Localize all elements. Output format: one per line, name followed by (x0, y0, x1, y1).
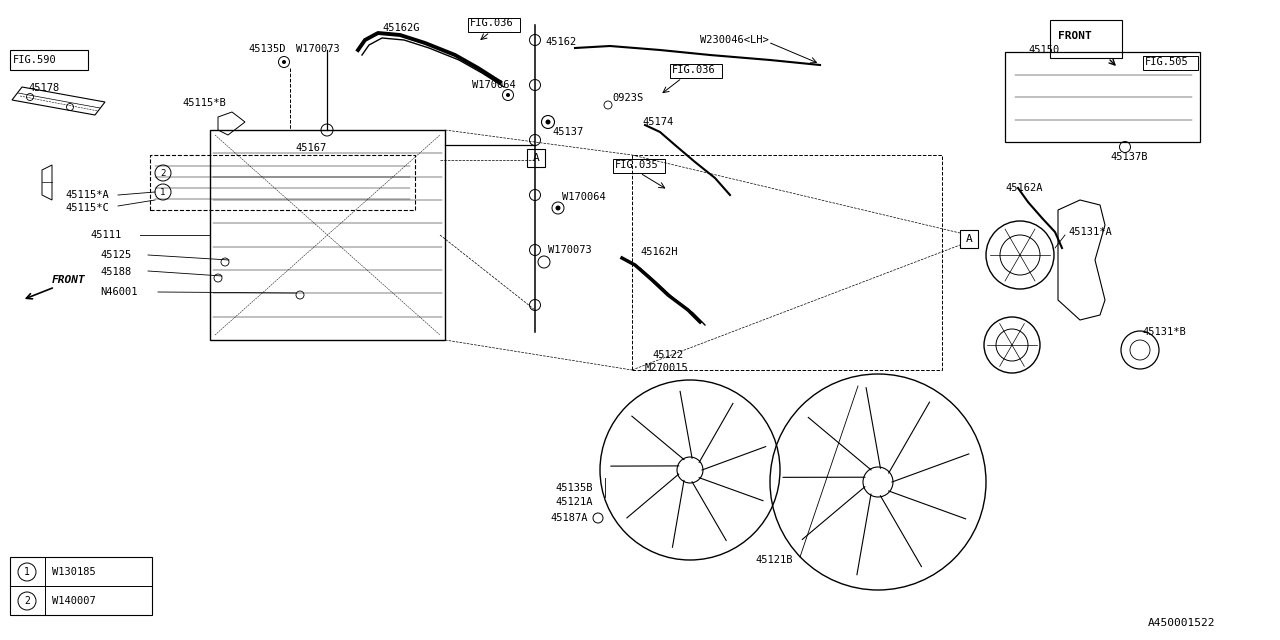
Text: 45115*A: 45115*A (65, 190, 109, 200)
Text: A: A (532, 153, 539, 163)
Text: 1: 1 (24, 567, 29, 577)
Text: FIG.036: FIG.036 (672, 65, 716, 75)
Text: 45131*B: 45131*B (1142, 327, 1185, 337)
Text: 45174: 45174 (643, 117, 673, 127)
Text: W170064: W170064 (472, 80, 516, 90)
Text: 45135D: 45135D (248, 44, 285, 54)
Text: 2: 2 (160, 168, 165, 177)
Bar (10, 557, 152, 615)
Text: 45178: 45178 (28, 83, 59, 93)
Text: 45125: 45125 (100, 250, 132, 260)
Text: 45162A: 45162A (1005, 183, 1042, 193)
Text: 45188: 45188 (100, 267, 132, 277)
Text: 45111: 45111 (90, 230, 122, 240)
Bar (150, 155, 415, 210)
Text: FRONT: FRONT (1059, 31, 1092, 41)
Text: 45137B: 45137B (1110, 152, 1147, 162)
Text: 45162: 45162 (545, 37, 576, 47)
Text: 45115*C: 45115*C (65, 203, 109, 213)
Bar (210, 130, 445, 340)
Text: FRONT: FRONT (52, 275, 86, 285)
Text: 45122: 45122 (652, 350, 684, 360)
Text: A: A (965, 234, 973, 244)
Text: 45137: 45137 (552, 127, 584, 137)
Circle shape (506, 93, 509, 97)
Bar (468, 18, 520, 32)
Text: FIG.590: FIG.590 (13, 55, 56, 65)
Text: W230046<LH>: W230046<LH> (700, 35, 769, 45)
Text: A450001522: A450001522 (1148, 618, 1216, 628)
Circle shape (556, 205, 561, 211)
Bar (1005, 52, 1201, 142)
Bar (960, 230, 978, 248)
Text: FIG.036: FIG.036 (470, 18, 513, 28)
Bar (669, 64, 722, 78)
Text: 45131*A: 45131*A (1068, 227, 1112, 237)
Text: 1: 1 (160, 188, 165, 196)
Text: W140007: W140007 (52, 596, 96, 606)
Text: FIG.035: FIG.035 (614, 160, 659, 170)
Text: 45167: 45167 (294, 143, 326, 153)
Bar (632, 155, 942, 370)
Circle shape (282, 60, 285, 64)
Text: 45135B: 45135B (556, 483, 593, 493)
Text: W130185: W130185 (52, 567, 96, 577)
Text: 45150: 45150 (1028, 45, 1060, 55)
Text: 45187A: 45187A (550, 513, 588, 523)
Text: 45162G: 45162G (381, 23, 420, 33)
Text: FIG.505: FIG.505 (1146, 57, 1189, 67)
Text: W170073: W170073 (296, 44, 339, 54)
Bar (527, 149, 545, 167)
Circle shape (545, 120, 550, 125)
Text: M270015: M270015 (645, 363, 689, 373)
Bar (1143, 56, 1198, 70)
Text: N46001: N46001 (100, 287, 137, 297)
Text: 45121A: 45121A (556, 497, 593, 507)
Text: 45162H: 45162H (640, 247, 677, 257)
Text: 45121B: 45121B (755, 555, 792, 565)
Text: W170064: W170064 (562, 192, 605, 202)
Text: 45115*B: 45115*B (182, 98, 225, 108)
Bar (613, 159, 666, 173)
Text: W170073: W170073 (548, 245, 591, 255)
Bar (1050, 20, 1123, 58)
Text: 2: 2 (24, 596, 29, 606)
Bar (10, 50, 88, 70)
Text: 0923S: 0923S (612, 93, 644, 103)
